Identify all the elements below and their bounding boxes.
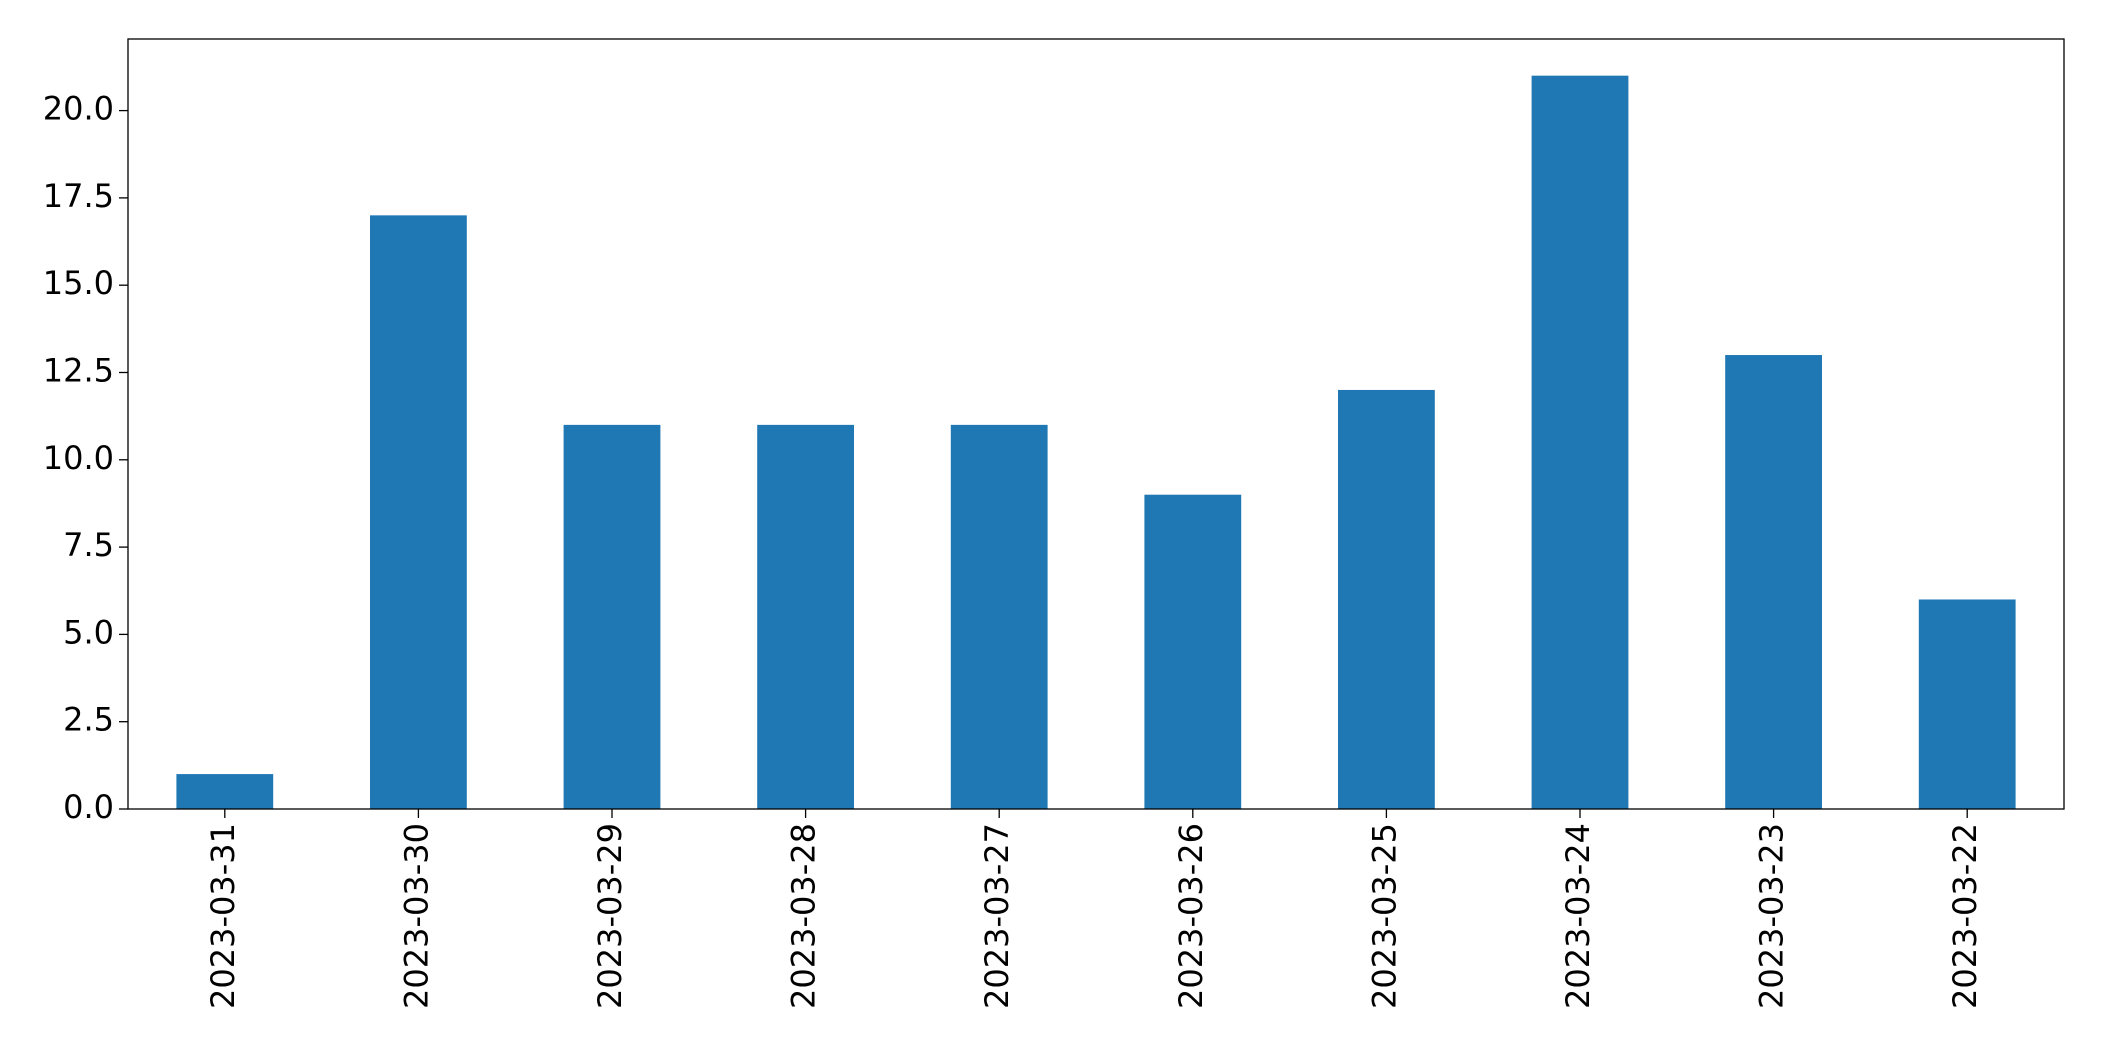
bar bbox=[1531, 75, 1629, 809]
y-tick-label: 7.5 bbox=[63, 526, 114, 564]
x-tick-label: 2023-03-30 bbox=[397, 823, 435, 1009]
x-tick-label: 2023-03-24 bbox=[1559, 823, 1597, 1009]
bar bbox=[950, 424, 1048, 809]
bar bbox=[1144, 494, 1242, 809]
bar bbox=[1338, 389, 1435, 809]
x-tick-label: 2023-03-29 bbox=[591, 823, 629, 1009]
x-tick-label: 2023-03-25 bbox=[1365, 823, 1403, 1009]
bar bbox=[757, 424, 854, 809]
bar bbox=[563, 424, 661, 809]
bar bbox=[1725, 355, 1822, 809]
y-tick-label: 0.0 bbox=[63, 788, 114, 826]
y-tick-label: 15.0 bbox=[43, 264, 114, 302]
bar bbox=[176, 774, 274, 809]
x-tick-label: 2023-03-31 bbox=[204, 823, 242, 1009]
y-tick-label: 17.5 bbox=[43, 177, 114, 215]
y-tick-label: 10.0 bbox=[43, 439, 114, 477]
y-tick-label: 5.0 bbox=[63, 613, 114, 651]
bar bbox=[370, 215, 467, 809]
x-tick-label: 2023-03-28 bbox=[785, 823, 823, 1009]
y-tick-label: 12.5 bbox=[43, 351, 114, 389]
y-tick-label: 2.5 bbox=[63, 701, 114, 739]
bar bbox=[1918, 599, 2016, 809]
x-tick-label: 2023-03-27 bbox=[978, 823, 1016, 1009]
x-tick-label: 2023-03-22 bbox=[1946, 823, 1984, 1009]
x-tick-label: 2023-03-23 bbox=[1753, 823, 1791, 1009]
plot-frame bbox=[127, 38, 2065, 810]
x-tick-label: 2023-03-26 bbox=[1172, 823, 1210, 1009]
y-tick-label: 20.0 bbox=[43, 90, 114, 128]
